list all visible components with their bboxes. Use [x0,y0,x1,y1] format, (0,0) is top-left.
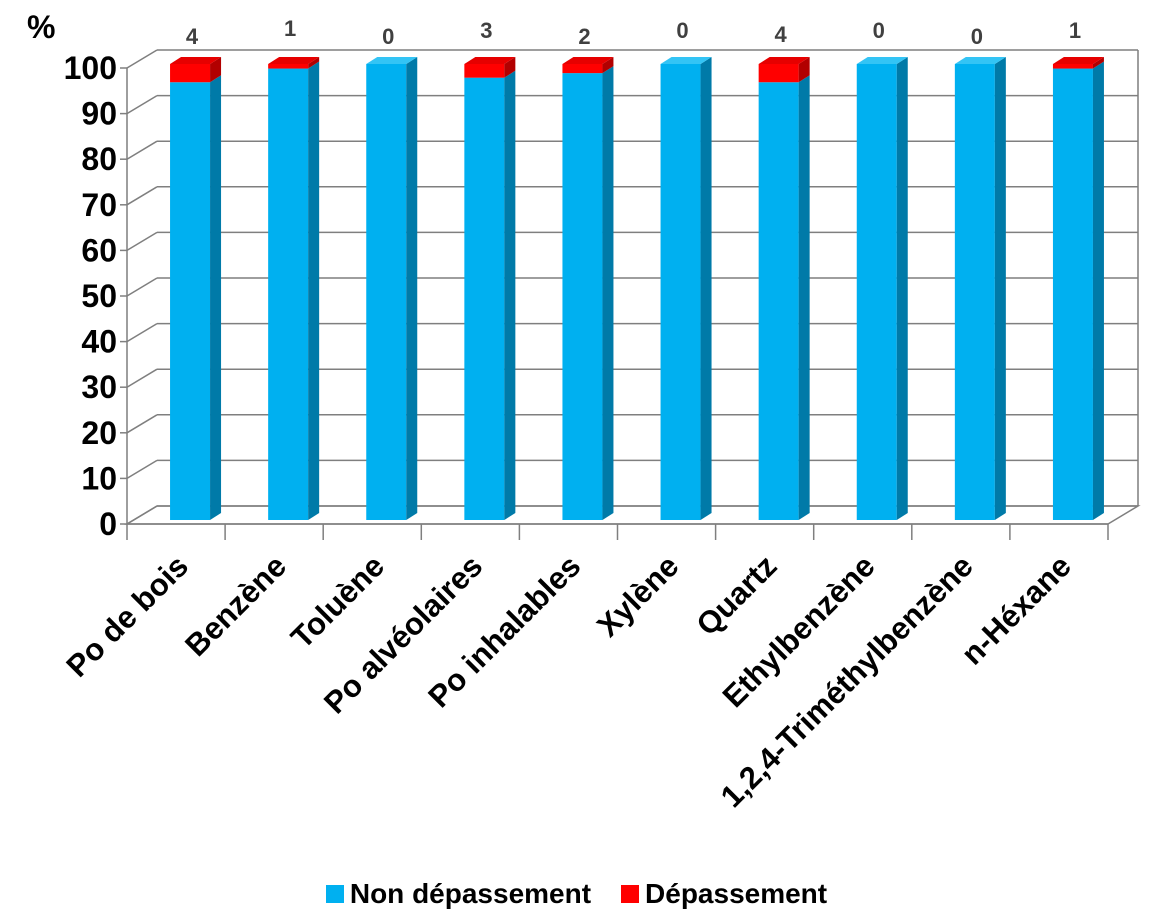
y-tick-label: 60 [81,232,117,268]
bar-non-depassement [170,82,211,521]
bar-non-depassement [366,64,407,520]
gridline-depth [126,49,158,69]
gridline-depth [126,94,158,115]
legend-swatch-non-depassement [325,885,344,903]
bar-depassement [170,64,211,83]
data-label: 0 [676,18,688,43]
data-label: 4 [186,24,199,49]
gridline-depth [126,277,158,297]
bar-side [210,75,222,521]
bar-depassement [464,64,505,78]
y-tick-label: 90 [81,96,117,132]
bar-top [464,57,516,64]
gridline-depth [126,368,158,388]
bar-side [504,57,516,78]
y-tick-label: 80 [81,141,117,177]
bar-non-depassement [660,64,701,520]
legend-swatch-depassement [621,885,640,903]
bar-side [798,57,810,83]
data-label: 2 [578,24,590,49]
bar-side [1092,61,1104,521]
bar-top [758,57,810,64]
y-tick-label: 0 [99,506,117,542]
bar-non-depassement [856,64,897,520]
y-tick-label: 50 [81,278,117,314]
bar-side [406,57,418,520]
bar-side [896,57,908,520]
data-label: 0 [382,24,394,49]
data-label: 3 [480,18,492,43]
data-label: 1 [1069,18,1081,43]
bars [170,57,1104,521]
bar-side [602,57,614,74]
legend-label-non-depassement: Non dépassement [349,878,592,909]
bar-side [994,57,1006,520]
bar-non-depassement [268,68,309,520]
data-label: 0 [873,18,885,43]
bar-top [366,57,418,64]
bar-top [954,57,1006,64]
y-tick-label: 40 [81,324,117,360]
gridline-depth [126,186,158,206]
bar-non-depassement [758,82,799,521]
x-tick-label: Quartz [689,548,783,642]
bar-side [504,70,516,521]
gridline-depth [126,322,158,343]
bar-side [308,61,320,521]
axes [120,67,1141,540]
data-label: 0 [971,24,983,49]
bar-top [562,57,614,64]
gridline-depth [126,231,158,252]
bar-top [268,57,320,64]
bar-depassement [268,64,309,69]
y-tick-label: 10 [81,460,117,496]
bar-depassement [1052,64,1093,69]
bar-side [798,75,810,521]
bar-non-depassement [464,77,505,521]
bar-non-depassement [1052,68,1093,520]
gridline-depth [126,140,158,160]
bar-top [660,57,712,64]
x-tick-label: Xylène [590,548,685,643]
gridline-depth [126,459,158,480]
y-tick-label: 30 [81,369,117,405]
y-tick-label: 20 [81,415,117,451]
legend-item-depassement: Dépassement [621,878,827,910]
bar-top [170,57,222,64]
x-tick-label: Benzène [178,548,293,663]
bar-top [856,57,908,64]
bar-side [308,57,320,69]
bar-depassement [758,64,799,83]
gridline-depth [126,414,158,434]
data-label: 1 [284,16,296,41]
legend-item-non-depassement: Non dépassement [325,878,592,910]
data-label: 4 [775,22,788,47]
y-tick-label: 70 [81,187,117,223]
bar-non-depassement [562,73,603,521]
x-tick-label: Po de bois [59,548,195,684]
bar-depassement [562,64,603,74]
legend-label-depassement: Dépassement [645,878,828,909]
bar-top [1052,57,1104,64]
bar-side [700,57,712,520]
legend: Non dépassement Dépassement [0,872,1153,916]
y-tick-label: 100 [64,50,117,86]
bar-non-depassement [954,64,995,520]
bar-side [1092,57,1104,69]
y-axis-title: % [27,9,55,45]
bar-side [210,57,222,83]
bar-side [602,66,614,521]
